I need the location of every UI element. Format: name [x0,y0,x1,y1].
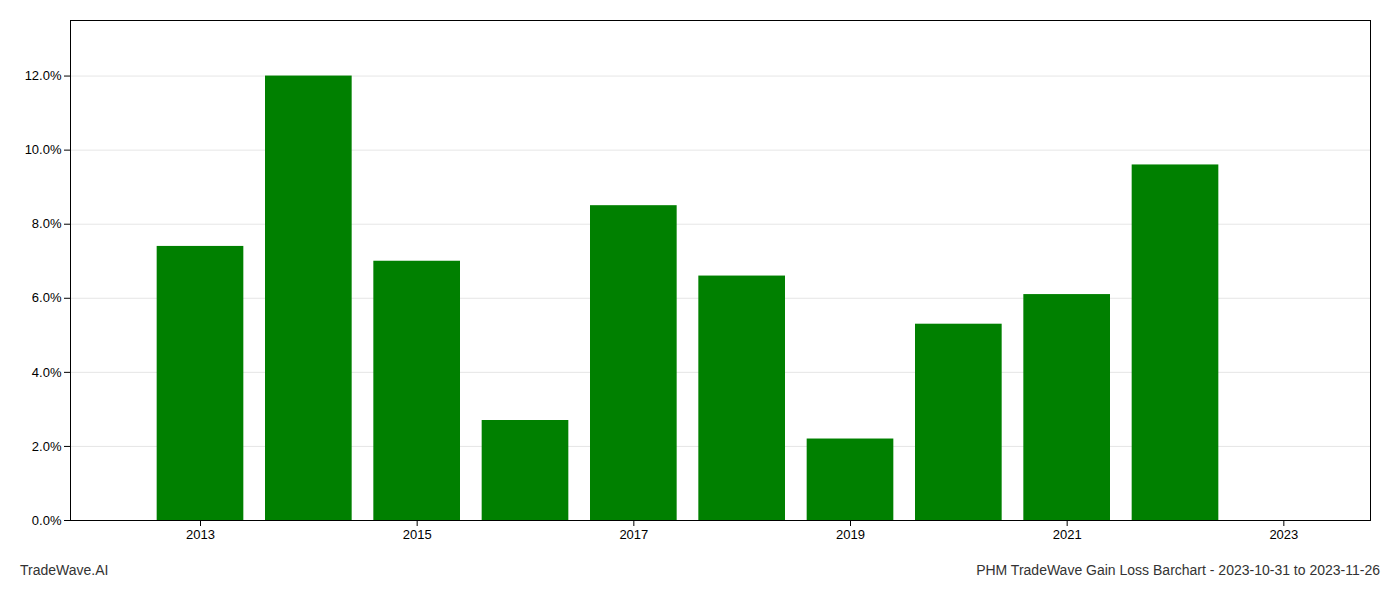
svg-text:2019: 2019 [836,527,865,542]
svg-text:8.0%: 8.0% [32,216,62,231]
svg-text:2015: 2015 [403,527,432,542]
svg-text:10.0%: 10.0% [25,142,62,157]
svg-text:2021: 2021 [1053,527,1082,542]
svg-text:4.0%: 4.0% [32,365,62,380]
svg-text:6.0%: 6.0% [32,290,62,305]
html-text:PHM TradeWave Gain Loss Barcha: PHM TradeWave Gain Loss Barchart - 2023-… [976,562,1380,578]
svg-text:2017: 2017 [619,527,648,542]
svg-text:2.0%: 2.0% [32,439,62,454]
svg-text:12.0%: 12.0% [25,68,62,83]
svg-text:2013: 2013 [186,527,215,542]
html-text:TradeWave.AI: TradeWave.AI [20,562,109,578]
svg-text:0.0%: 0.0% [32,513,62,528]
svg-text:2023: 2023 [1269,527,1298,542]
